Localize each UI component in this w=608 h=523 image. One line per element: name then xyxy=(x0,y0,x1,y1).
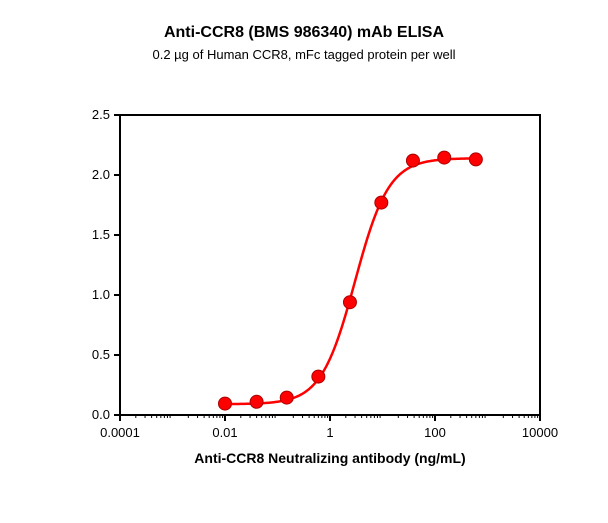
data-marker xyxy=(250,395,263,408)
x-tick-label: 0.0001 xyxy=(90,425,150,440)
y-tick-label: 1.0 xyxy=(92,287,110,302)
data-marker xyxy=(280,391,293,404)
y-tick-label: 2.5 xyxy=(92,107,110,122)
fit-curve xyxy=(225,158,476,404)
x-tick-label: 100 xyxy=(405,425,465,440)
data-marker xyxy=(312,370,325,383)
data-marker xyxy=(469,153,482,166)
plot-svg xyxy=(0,0,608,523)
data-marker xyxy=(375,196,388,209)
x-axis-label: Anti-CCR8 Neutralizing antibody (ng/mL) xyxy=(120,450,540,466)
data-marker xyxy=(406,154,419,167)
y-tick-label: 0.0 xyxy=(92,407,110,422)
y-tick-label: 0.5 xyxy=(92,347,110,362)
x-tick-label: 10000 xyxy=(510,425,570,440)
chart-container: Anti-CCR8 (BMS 986340) mAb ELISA 0.2 µg … xyxy=(0,0,608,523)
data-marker xyxy=(438,151,451,164)
x-tick-label: 1 xyxy=(300,425,360,440)
y-tick-label: 1.5 xyxy=(92,227,110,242)
y-tick-label: 2.0 xyxy=(92,167,110,182)
x-tick-label: 0.01 xyxy=(195,425,255,440)
data-marker xyxy=(219,397,232,410)
data-marker xyxy=(343,296,356,309)
